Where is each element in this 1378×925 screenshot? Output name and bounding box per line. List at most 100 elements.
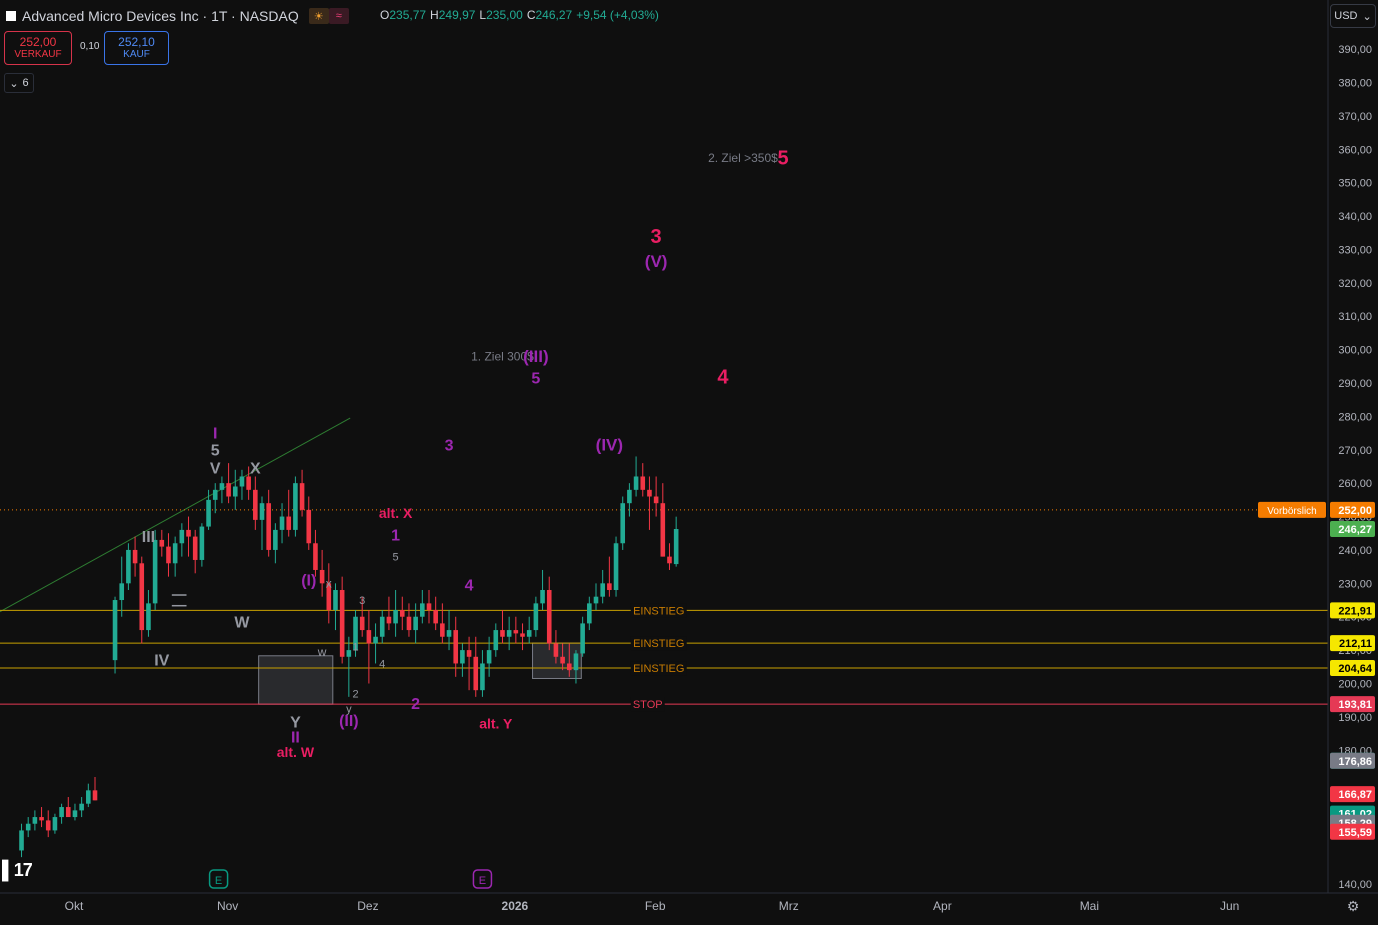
- candle[interactable]: [587, 596, 592, 631]
- sun-clouds-icon[interactable]: ☀: [308, 8, 329, 24]
- candle[interactable]: [399, 596, 405, 631]
- candle[interactable]: [366, 610, 372, 684]
- candle[interactable]: [59, 803, 64, 824]
- candle[interactable]: [212, 483, 218, 514]
- candle[interactable]: [607, 556, 612, 597]
- candle[interactable]: [540, 569, 545, 611]
- candle[interactable]: [593, 583, 599, 611]
- candle[interactable]: [86, 783, 91, 808]
- candle[interactable]: [466, 636, 472, 691]
- candle[interactable]: [293, 476, 298, 537]
- candle[interactable]: [613, 536, 619, 597]
- candle[interactable]: [126, 543, 131, 591]
- candle[interactable]: [45, 810, 51, 838]
- candle[interactable]: [359, 596, 365, 637]
- candle[interactable]: [647, 476, 652, 530]
- candle[interactable]: [600, 569, 605, 604]
- candle[interactable]: [667, 543, 672, 570]
- candle[interactable]: [339, 576, 345, 664]
- candle[interactable]: [139, 556, 145, 644]
- candle[interactable]: [473, 636, 479, 697]
- candle[interactable]: [326, 563, 332, 624]
- candle[interactable]: [199, 523, 205, 567]
- candle[interactable]: [480, 650, 485, 697]
- candle[interactable]: [520, 623, 525, 651]
- candle[interactable]: [206, 489, 211, 530]
- candle[interactable]: [112, 596, 118, 674]
- candle[interactable]: [440, 603, 445, 644]
- candle[interactable]: [52, 813, 58, 834]
- candle[interactable]: [119, 556, 125, 617]
- candle[interactable]: [179, 523, 185, 557]
- candle[interactable]: [627, 483, 632, 517]
- candle[interactable]: [232, 469, 238, 510]
- candle[interactable]: [420, 590, 425, 624]
- candle[interactable]: [152, 529, 158, 611]
- candle[interactable]: [306, 496, 312, 550]
- candle[interactable]: [273, 523, 278, 564]
- candle[interactable]: [65, 797, 71, 818]
- candle[interactable]: [460, 643, 465, 677]
- candle[interactable]: [146, 590, 151, 637]
- sell-button[interactable]: 252,00 VERKAUF: [4, 31, 72, 65]
- buy-button[interactable]: 252,10 KAUF: [104, 31, 169, 65]
- candle[interactable]: [159, 529, 165, 557]
- candle[interactable]: [266, 489, 271, 557]
- candle[interactable]: [580, 616, 585, 657]
- candle[interactable]: [132, 536, 138, 577]
- candle[interactable]: [379, 610, 385, 644]
- candle[interactable]: [546, 576, 552, 651]
- candle[interactable]: [39, 807, 44, 828]
- candle[interactable]: [72, 803, 78, 821]
- candle[interactable]: [433, 596, 438, 631]
- candle[interactable]: [259, 496, 265, 550]
- candle[interactable]: [573, 650, 579, 684]
- candle[interactable]: [299, 469, 305, 517]
- candle[interactable]: [446, 610, 452, 651]
- candle[interactable]: [453, 616, 459, 677]
- candle[interactable]: [620, 496, 626, 550]
- candle[interactable]: [493, 623, 499, 657]
- candle[interactable]: [192, 529, 198, 574]
- wave-icon[interactable]: ≈: [328, 8, 349, 24]
- candle[interactable]: [32, 810, 38, 831]
- candle[interactable]: [286, 489, 292, 537]
- candle[interactable]: [226, 463, 231, 504]
- candle[interactable]: [393, 590, 398, 637]
- candle[interactable]: [660, 483, 666, 557]
- candle[interactable]: [219, 476, 225, 504]
- candle[interactable]: [253, 476, 258, 530]
- candle[interactable]: [172, 536, 178, 577]
- candle[interactable]: [426, 590, 432, 624]
- settings-icon[interactable]: ⚙: [1346, 897, 1360, 914]
- candle[interactable]: [25, 817, 31, 838]
- trend-line[interactable]: [0, 417, 351, 613]
- candle[interactable]: [566, 643, 572, 677]
- candle[interactable]: [79, 797, 84, 818]
- candle[interactable]: [506, 616, 512, 651]
- earnings-marker[interactable]: E: [208, 869, 229, 889]
- candle[interactable]: [513, 616, 519, 644]
- candle[interactable]: [333, 583, 338, 631]
- candle[interactable]: [560, 643, 565, 671]
- candle[interactable]: [346, 636, 352, 697]
- candle[interactable]: [319, 549, 325, 597]
- earnings-marker[interactable]: E: [472, 869, 493, 889]
- candle[interactable]: [553, 630, 559, 664]
- candle[interactable]: [633, 456, 639, 497]
- candle[interactable]: [413, 603, 418, 644]
- candle[interactable]: [186, 516, 191, 557]
- candle[interactable]: [673, 516, 679, 567]
- candle[interactable]: [653, 476, 659, 517]
- candle[interactable]: [239, 469, 245, 500]
- candle[interactable]: [313, 529, 318, 577]
- candle[interactable]: [166, 533, 171, 577]
- candle[interactable]: [373, 623, 378, 664]
- candle[interactable]: [526, 616, 532, 644]
- symbol-title[interactable]: Advanced Micro Devices Inc · 1T · NASDAQ: [22, 8, 299, 24]
- candle[interactable]: [353, 610, 358, 657]
- currency-select[interactable]: USD ⌄: [1330, 4, 1376, 28]
- candle[interactable]: [386, 596, 392, 631]
- candle[interactable]: [406, 603, 412, 637]
